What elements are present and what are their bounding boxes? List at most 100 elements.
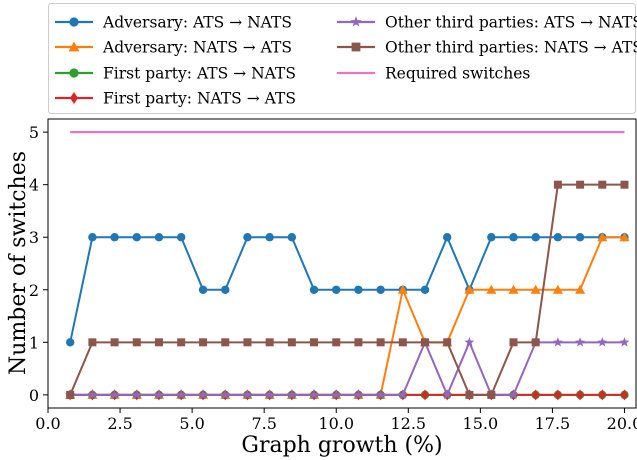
x-axis: 0.0 2.5 5.0 7.5 10.0 12.5 15.0 17.5 20.0	[35, 408, 637, 433]
data-point	[443, 338, 452, 347]
legend-label: Other third parties: ATS → NATS	[385, 14, 637, 32]
data-point	[508, 284, 519, 294]
data-point	[619, 337, 630, 347]
data-point	[464, 284, 475, 294]
data-point	[331, 389, 342, 400]
data-point	[575, 233, 585, 242]
data-point	[397, 284, 408, 294]
data-point	[353, 389, 364, 400]
data-point	[598, 180, 607, 189]
legend-item: Adversary: NATS → ATS	[55, 39, 292, 57]
y-axis-label: Number of switches	[6, 151, 31, 375]
data-point	[154, 233, 164, 242]
data-point	[487, 233, 496, 242]
legend-item: Required switches	[337, 65, 530, 83]
data-point	[575, 337, 586, 347]
plot-frame	[47, 118, 637, 409]
x-tick-label: 0.0	[35, 414, 60, 433]
data-point	[198, 389, 209, 400]
series-4	[65, 337, 630, 400]
data-point	[576, 389, 584, 401]
series-1	[65, 232, 630, 399]
y-tick-label: 3	[29, 228, 39, 247]
data-point	[309, 389, 319, 400]
legend-label: First party: ATS → NATS	[103, 65, 296, 83]
data-point	[532, 389, 540, 401]
data-point	[154, 389, 164, 400]
data-point	[264, 389, 275, 400]
series-line	[70, 236, 625, 396]
legend-swatch-marker	[70, 91, 78, 105]
data-point	[132, 233, 141, 242]
data-point	[465, 390, 474, 399]
data-point	[287, 338, 296, 347]
data-point	[620, 389, 629, 401]
series-5	[66, 180, 629, 399]
x-tick-label: 15.0	[463, 414, 499, 433]
data-point	[597, 232, 608, 242]
data-point	[198, 285, 208, 294]
legend-label: First party: NATS → ATS	[103, 90, 296, 108]
data-point	[154, 338, 163, 347]
data-point	[309, 285, 319, 294]
data-point	[421, 389, 429, 401]
data-point	[65, 338, 75, 347]
data-point	[220, 389, 231, 400]
data-point	[509, 338, 518, 347]
data-point	[421, 338, 430, 347]
series-line	[70, 339, 625, 398]
data-point	[443, 233, 452, 242]
legend-label: Adversary: ATS → NATS	[102, 14, 292, 32]
y-tick-label: 0	[29, 386, 39, 405]
data-point	[199, 338, 208, 347]
data-point	[398, 338, 407, 347]
data-point	[242, 389, 253, 400]
data-point	[221, 338, 230, 347]
data-point	[531, 338, 540, 347]
data-point	[176, 389, 187, 400]
data-point	[375, 389, 386, 400]
data-point	[554, 389, 562, 401]
y-axis: 0 1 2 3 4 5	[29, 123, 48, 405]
data-point	[508, 389, 519, 400]
data-point	[376, 285, 385, 294]
y-tick-label: 5	[29, 123, 39, 142]
legend-swatch-marker	[69, 17, 79, 27]
data-point	[132, 338, 141, 347]
data-point	[376, 338, 385, 347]
data-point	[243, 338, 252, 347]
data-point	[552, 284, 563, 294]
data-point	[66, 390, 75, 399]
legend-swatch-marker	[350, 16, 362, 27]
data-point	[110, 233, 119, 242]
data-point	[486, 284, 497, 294]
data-point	[176, 233, 186, 242]
data-point	[354, 285, 363, 294]
legend-item: Other third parties: NATS → ATS	[337, 39, 637, 57]
legend-item: Other third parties: ATS → NATS	[337, 14, 637, 32]
data-point	[88, 233, 97, 242]
plot-area	[47, 118, 637, 409]
data-point	[464, 337, 475, 347]
data-point	[531, 233, 540, 242]
x-tick-label: 12.5	[390, 414, 426, 433]
legend-item: First party: ATS → NATS	[55, 65, 296, 83]
data-point	[109, 389, 120, 400]
data-point	[265, 233, 274, 242]
x-tick-label: 17.5	[535, 414, 571, 433]
legend-item: First party: NATS → ATS	[55, 90, 296, 108]
data-point	[597, 337, 608, 347]
data-point	[87, 389, 98, 400]
x-axis-label: Graph growth (%)	[241, 433, 442, 458]
legend-label: Other third parties: NATS → ATS	[385, 39, 637, 57]
data-point	[575, 284, 586, 294]
data-point	[177, 338, 186, 347]
data-point	[286, 389, 297, 400]
legend-swatch-marker	[69, 68, 79, 78]
legend-swatch-marker	[68, 41, 80, 52]
series-0	[65, 233, 629, 347]
legend-label: Adversary: NATS → ATS	[102, 39, 292, 57]
x-tick-label: 7.5	[251, 414, 276, 433]
data-point	[287, 233, 297, 242]
